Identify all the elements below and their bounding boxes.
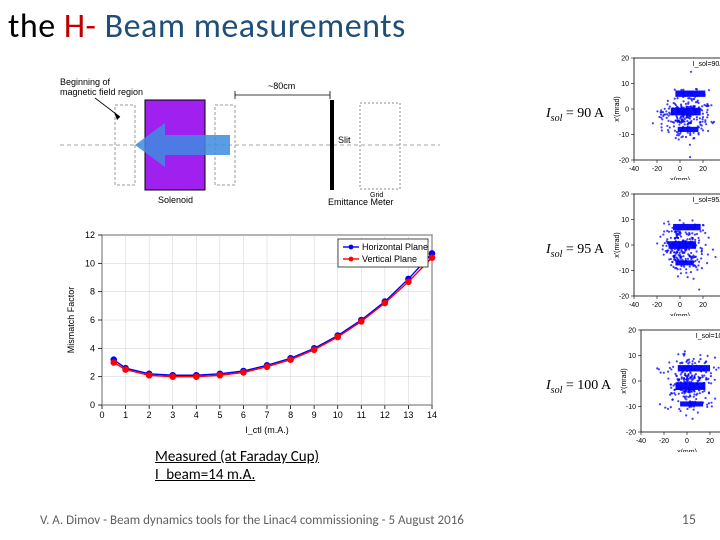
svg-text:Beginning of: Beginning of xyxy=(60,77,111,87)
svg-text:I_sol=95A: I_sol=95A xyxy=(693,197,720,204)
svg-text:0: 0 xyxy=(99,410,104,420)
isol-label-1: Isol = 95 A xyxy=(546,242,604,260)
svg-text:12: 12 xyxy=(85,230,95,240)
svg-text:14: 14 xyxy=(427,410,437,420)
svg-text:Solenoid: Solenoid xyxy=(158,195,193,205)
title-word-4: measurements xyxy=(194,6,406,47)
svg-text:7: 7 xyxy=(264,410,269,420)
diagram-svg: ~80cm Beginning ofmagnetic field region So… xyxy=(60,75,440,205)
svg-text:Emittance Meter: Emittance Meter xyxy=(328,197,394,205)
svg-text:Vertical Plane: Vertical Plane xyxy=(362,254,417,264)
scatter-plot-0: -40-2002040-20-1001020x(mm)x'(mrad)I_sol… xyxy=(610,50,720,180)
svg-text:4: 4 xyxy=(90,343,95,353)
chart-svg: 01234567891011121314024681012I_ctl (m.A.… xyxy=(60,225,440,435)
svg-text:0: 0 xyxy=(632,379,636,386)
svg-text:-20: -20 xyxy=(652,166,662,173)
svg-text:10: 10 xyxy=(85,258,95,268)
scatter-row-1: Isol = 95 A-40-2002040-20-1001020x(mm)x'… xyxy=(546,186,706,316)
svg-text:10: 10 xyxy=(621,81,629,88)
svg-text:-20: -20 xyxy=(626,430,636,437)
scatter-column: Isol = 90 A-40-2002040-20-1001020x(mm)x'… xyxy=(546,50,706,500)
beamline-diagram: ~80cm Beginning ofmagnetic field region So… xyxy=(60,75,440,205)
measurement-caption: Measured (at Faraday Cup) I_beam=14 m.A. xyxy=(155,448,319,484)
svg-text:x(mm): x(mm) xyxy=(670,177,690,180)
svg-text:I_sol=100A: I_sol=100A xyxy=(696,333,720,340)
svg-text:6: 6 xyxy=(241,410,246,420)
svg-text:20: 20 xyxy=(628,328,636,335)
svg-text:-10: -10 xyxy=(626,404,636,411)
svg-text:20: 20 xyxy=(699,166,707,173)
slide-footer: V. A. Dimov - Beam dynamics tools for th… xyxy=(40,513,464,528)
caption-line-2: I_beam=14 m.A. xyxy=(155,466,255,484)
svg-text:0: 0 xyxy=(678,302,682,309)
title-word-1: the xyxy=(8,6,56,47)
slide-title: the H- Beam measurements xyxy=(8,6,406,47)
scatter-plot-2: -40-2002040-20-1001020x(mm)x'(mrad)I_sol… xyxy=(617,322,720,452)
svg-text:5: 5 xyxy=(217,410,222,420)
svg-text:0: 0 xyxy=(625,243,629,250)
svg-text:x(mm): x(mm) xyxy=(677,449,697,452)
svg-text:11: 11 xyxy=(357,410,366,420)
svg-text:20: 20 xyxy=(621,56,629,63)
svg-text:10: 10 xyxy=(333,410,343,420)
svg-text:-20: -20 xyxy=(659,438,669,445)
svg-text:x'(mrad): x'(mrad) xyxy=(614,232,621,257)
title-word-2: H- xyxy=(64,6,97,47)
svg-text:x'(mrad): x'(mrad) xyxy=(621,368,628,393)
svg-text:0: 0 xyxy=(678,166,682,173)
svg-text:-20: -20 xyxy=(619,158,629,165)
svg-text:10: 10 xyxy=(621,217,629,224)
scatter-plot-1: -40-2002040-20-1001020x(mm)x'(mrad)I_sol… xyxy=(610,186,720,316)
svg-text:-40: -40 xyxy=(629,166,639,173)
svg-text:0: 0 xyxy=(90,400,95,410)
svg-text:6: 6 xyxy=(90,315,95,325)
svg-text:-10: -10 xyxy=(619,132,629,139)
svg-text:-40: -40 xyxy=(629,302,639,309)
svg-text:Mismatch Factor: Mismatch Factor xyxy=(66,287,76,354)
isol-label-2: Isol = 100 A xyxy=(546,378,611,396)
caption-line-1: Measured (at Faraday Cup) xyxy=(155,448,319,466)
svg-text:magnetic field region: magnetic field region xyxy=(60,87,143,97)
svg-text:10: 10 xyxy=(628,353,636,360)
svg-text:9: 9 xyxy=(312,410,317,420)
page-number: 15 xyxy=(682,511,696,528)
svg-text:4: 4 xyxy=(194,410,199,420)
scatter-row-2: Isol = 100 A-40-2002040-20-1001020x(mm)x… xyxy=(546,322,706,452)
svg-text:I_ctl (m.A.): I_ctl (m.A.) xyxy=(245,425,289,435)
svg-text:20: 20 xyxy=(706,438,714,445)
title-word-3: Beam xyxy=(105,6,186,47)
svg-text:0: 0 xyxy=(685,438,689,445)
svg-text:20: 20 xyxy=(621,192,629,199)
svg-text:8: 8 xyxy=(90,287,95,297)
svg-text:I_sol=90A: I_sol=90A xyxy=(693,61,720,68)
svg-text:2: 2 xyxy=(90,372,95,382)
svg-text:2: 2 xyxy=(147,410,152,420)
svg-text:3: 3 xyxy=(170,410,175,420)
svg-text:Horizontal Plane: Horizontal Plane xyxy=(362,242,428,252)
svg-text:-20: -20 xyxy=(652,302,662,309)
svg-text:13: 13 xyxy=(403,410,413,420)
svg-text:x(mm): x(mm) xyxy=(670,313,690,316)
scatter-row-0: Isol = 90 A-40-2002040-20-1001020x(mm)x'… xyxy=(546,50,706,180)
isol-label-0: Isol = 90 A xyxy=(546,106,604,124)
svg-text:x'(mrad): x'(mrad) xyxy=(614,96,621,121)
mismatch-chart: 01234567891011121314024681012I_ctl (m.A.… xyxy=(60,225,440,435)
svg-text:20: 20 xyxy=(699,302,707,309)
svg-text:-20: -20 xyxy=(619,294,629,301)
svg-text:-40: -40 xyxy=(636,438,646,445)
svg-text:0: 0 xyxy=(625,107,629,114)
svg-text:Slit: Slit xyxy=(338,135,351,145)
svg-text:8: 8 xyxy=(288,410,293,420)
svg-text:-10: -10 xyxy=(619,268,629,275)
svg-text:12: 12 xyxy=(380,410,390,420)
svg-text:~80cm: ~80cm xyxy=(268,81,295,91)
svg-text:1: 1 xyxy=(123,410,128,420)
